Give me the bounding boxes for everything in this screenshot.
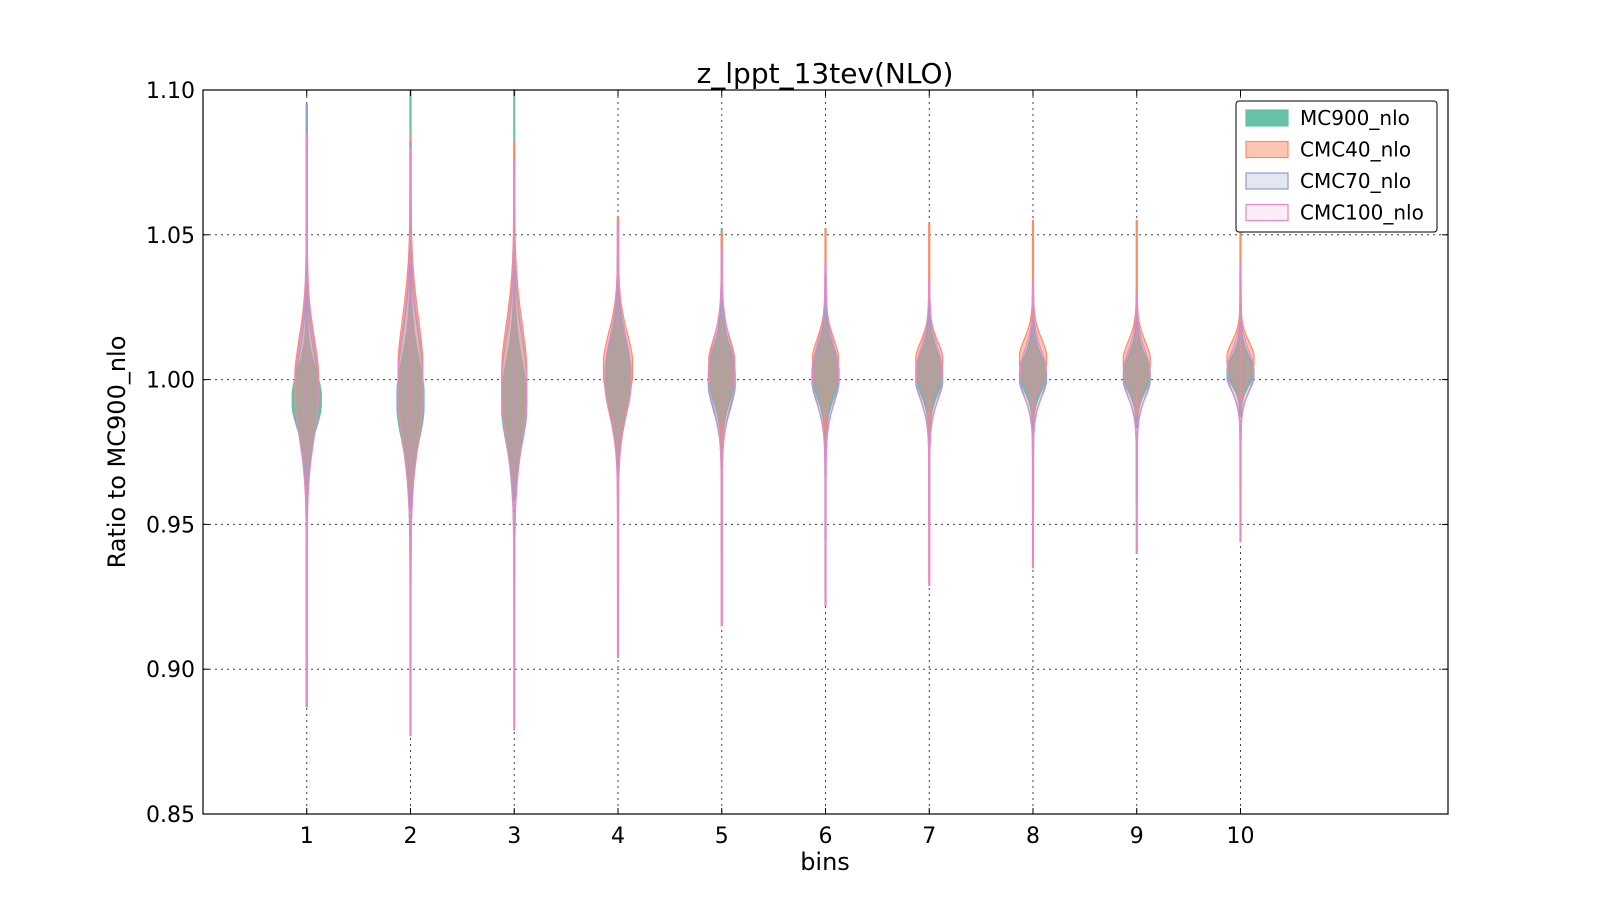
x-tick-label: 8	[1026, 824, 1040, 849]
chart-title: z_lppt_13tev(NLO)	[697, 57, 954, 90]
violin-bin-5	[708, 231, 736, 453]
legend-label: CMC70_nlo	[1300, 169, 1411, 193]
legend-swatch	[1245, 140, 1289, 159]
y-tick-label: 1.00	[146, 369, 195, 394]
legend-frame	[1235, 100, 1438, 233]
legend-swatch	[1245, 203, 1289, 222]
x-tick-label: 2	[404, 824, 418, 849]
y-tick-label: 1.10	[146, 79, 195, 104]
violin-plot-area	[291, 89, 1255, 737]
x-tick-label: 1	[300, 824, 314, 849]
x-tick-label: 7	[922, 824, 936, 849]
violin-bin-9	[1123, 292, 1151, 554]
legend-swatch	[1245, 109, 1289, 127]
legend-label: MC900_nlo	[1300, 106, 1410, 130]
x-axis-title: bins	[800, 848, 850, 876]
x-tick-label: 3	[507, 824, 521, 849]
y-tick-label: 1.05	[146, 224, 195, 249]
y-axis-title: Ratio to MC900_nlo	[103, 336, 131, 569]
x-tick-label: 4	[611, 824, 625, 849]
y-tick-label: 0.85	[146, 803, 195, 828]
legend-label: CMC40_nlo	[1300, 138, 1411, 162]
legend-label: CMC100_nlo	[1300, 201, 1424, 225]
x-axis: 1 2 3 4 5 6 7 8 9 10	[300, 90, 1255, 849]
y-axis: 0.85 0.90 0.95 1.00 1.05 1.10	[146, 79, 1448, 828]
violin-series-CMC100_nlo	[294, 132, 1255, 737]
x-tick-label: 10	[1227, 824, 1255, 849]
y-tick-label: 0.95	[146, 513, 195, 538]
y-tick-label: 0.90	[146, 658, 195, 683]
x-tick-label: 6	[819, 824, 833, 849]
x-tick-label: 5	[715, 824, 729, 849]
legend-swatch	[1245, 172, 1289, 190]
legend: MC900_nlo CMC40_nlo CMC70_nlo CMC100_nlo	[1235, 100, 1438, 233]
x-tick-label: 9	[1130, 824, 1144, 849]
